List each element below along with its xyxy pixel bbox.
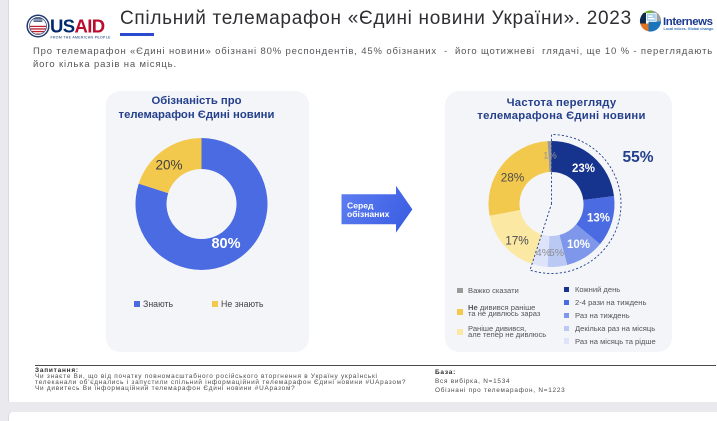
svg-text:Local voices. Global change.: Local voices. Global change. [664,27,715,31]
svg-text:Internews: Internews [663,16,713,28]
svg-text:USAID: USAID [50,16,105,37]
svg-text:FROM THE AMERICAN PEOPLE: FROM THE AMERICAN PEOPLE [51,36,111,40]
